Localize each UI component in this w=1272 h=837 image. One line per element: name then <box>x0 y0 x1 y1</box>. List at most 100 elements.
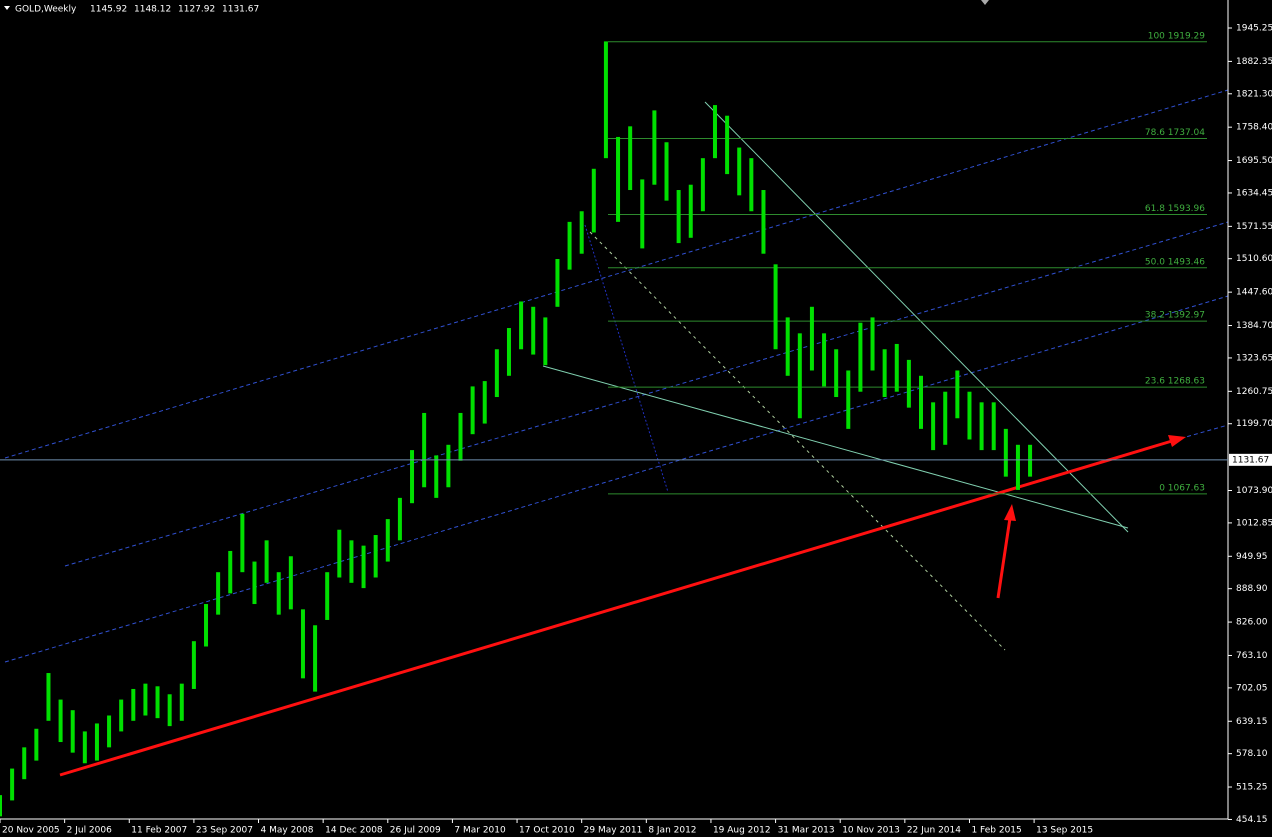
price-bar <box>579 211 584 254</box>
y-tick-label: 1384.70 <box>1236 321 1272 331</box>
price-bar <box>300 609 305 679</box>
price-bar <box>616 136 621 222</box>
price-bar <box>143 683 148 716</box>
price-bar <box>446 444 451 488</box>
price-bar <box>712 105 717 159</box>
y-tick-label: 1199.70 <box>1236 419 1272 429</box>
price-bar <box>434 455 439 498</box>
price-bar <box>179 683 184 721</box>
price-bar <box>652 110 657 185</box>
x-tick-label: 19 Aug 2012 <box>713 826 771 836</box>
y-tick-label: 454.15 <box>1236 815 1268 825</box>
price-bar <box>288 556 293 610</box>
price-bar <box>1028 444 1033 477</box>
price-bar <box>131 688 136 721</box>
drawings <box>4 89 1229 777</box>
arrow <box>996 517 1012 599</box>
price-bar <box>700 158 705 212</box>
price-bar <box>470 386 475 435</box>
fib-label: 23.6 1268.63 <box>1145 377 1205 387</box>
x-tick-label: 22 Jun 2014 <box>907 826 961 836</box>
fib-label: 50.0 1493.46 <box>1145 257 1205 267</box>
x-tick-label: 1 Feb 2015 <box>971 826 1021 836</box>
y-tick-label: 1634.45 <box>1236 188 1272 198</box>
price-bar <box>94 723 99 761</box>
price-bar <box>494 349 499 398</box>
x-tick-label: 10 Nov 2013 <box>842 826 900 836</box>
fib-label: 61.8 1593.96 <box>1145 204 1205 214</box>
price-bar <box>34 728 39 761</box>
price-bar <box>361 545 366 589</box>
price-bar <box>167 694 172 727</box>
price-bar <box>482 381 487 424</box>
y-tick-label: 1571.55 <box>1236 222 1272 232</box>
price-bar <box>967 391 972 440</box>
price-bar <box>264 540 269 583</box>
price-bar <box>325 572 330 620</box>
y-tick-label: 888.90 <box>1236 584 1268 594</box>
price-bar <box>603 41 608 159</box>
price-bar <box>846 370 851 429</box>
fib-label: 78.6 1737.04 <box>1145 128 1205 138</box>
price-bar <box>531 306 536 355</box>
price-bar <box>506 328 511 376</box>
price-bar <box>822 333 827 387</box>
price-bar <box>894 343 899 392</box>
price-bar <box>785 317 790 376</box>
price-bar <box>46 673 51 721</box>
arrow-head <box>1168 435 1186 447</box>
x-tick-label: 23 Sep 2007 <box>196 826 253 836</box>
channel-line <box>4 89 1229 459</box>
channel-line <box>4 295 1229 663</box>
price-bar <box>906 359 911 408</box>
y-tick-label: 1260.75 <box>1236 387 1272 397</box>
y-tick-label: 826.00 <box>1236 618 1268 628</box>
x-tick-label: 7 Mar 2010 <box>454 826 506 836</box>
y-tick-label: 578.10 <box>1236 749 1268 759</box>
price-bar <box>555 259 560 307</box>
y-tick-label: 1882.35 <box>1236 57 1272 67</box>
price-bar <box>204 604 209 647</box>
y-tick-label: 1945.25 <box>1236 23 1272 33</box>
header-value: 1145.92 <box>90 5 127 15</box>
price-bar <box>70 710 75 753</box>
y-tick-label: 949.95 <box>1236 552 1268 562</box>
y-tick-label: 763.10 <box>1236 651 1268 661</box>
dotted-trend <box>589 231 1006 651</box>
price-bar <box>276 572 281 615</box>
price-bar <box>628 126 633 191</box>
y-tick-label: 702.05 <box>1236 683 1268 693</box>
price-bar <box>688 184 693 238</box>
price-bar <box>422 412 427 488</box>
price-bar <box>773 264 778 350</box>
price-bar <box>1003 428 1008 477</box>
price-bar <box>943 391 948 445</box>
price-bar <box>749 158 754 212</box>
price-bar <box>22 747 27 780</box>
price-bar <box>155 686 160 719</box>
y-tick-label: 1073.90 <box>1236 486 1272 496</box>
x-tick-label: 20 Nov 2005 <box>2 826 60 836</box>
x-tick-label: 2 Jul 2006 <box>67 826 112 836</box>
price-bar <box>797 333 802 419</box>
price-bar <box>10 768 15 801</box>
price-bar <box>809 306 814 371</box>
fib-axis <box>584 224 669 493</box>
header-value: 1127.92 <box>178 5 215 15</box>
x-tick-label: 17 Oct 2010 <box>519 826 575 836</box>
fib-label: 0 1067.63 <box>1159 483 1205 493</box>
scroll-marker <box>981 0 989 5</box>
menu-icon[interactable] <box>4 6 10 10</box>
price-bar <box>58 699 63 743</box>
y-tick-label: 1758.40 <box>1236 123 1272 133</box>
support-line <box>59 439 1173 777</box>
price-bar <box>919 375 923 429</box>
price-bar <box>955 370 960 419</box>
price-bar <box>107 715 112 748</box>
price-bar <box>410 450 415 504</box>
header-value: 1148.12 <box>134 5 171 15</box>
x-tick-label: 8 Jan 2012 <box>648 826 696 836</box>
price-bar <box>216 572 221 615</box>
price-bar <box>543 317 548 366</box>
x-tick-label: 26 Jul 2009 <box>390 826 441 836</box>
